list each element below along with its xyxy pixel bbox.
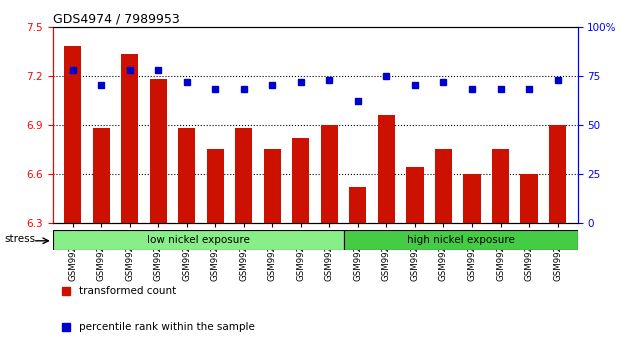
Text: transformed count: transformed count (79, 286, 176, 296)
Bar (492, 149, 509, 223)
Bar (520, 174, 538, 223)
Bar (93, 128, 110, 223)
Bar (378, 115, 395, 223)
Bar (64, 46, 81, 223)
Bar (406, 167, 424, 223)
Text: GDS4974 / 7989953: GDS4974 / 7989953 (53, 12, 179, 25)
Bar (292, 138, 309, 223)
Bar (53, 230, 343, 250)
Text: percentile rank within the sample: percentile rank within the sample (79, 322, 255, 332)
Bar (121, 55, 138, 223)
Bar (207, 149, 224, 223)
Bar (321, 125, 338, 223)
Bar (235, 128, 252, 223)
Bar (178, 128, 196, 223)
Bar (463, 174, 481, 223)
Text: low nickel exposure: low nickel exposure (147, 235, 250, 245)
Text: high nickel exposure: high nickel exposure (407, 235, 515, 245)
Bar (150, 79, 167, 223)
Text: stress: stress (4, 234, 35, 244)
Bar (350, 187, 366, 223)
Bar (343, 230, 578, 250)
Bar (435, 149, 452, 223)
Bar (549, 125, 566, 223)
Bar (264, 149, 281, 223)
